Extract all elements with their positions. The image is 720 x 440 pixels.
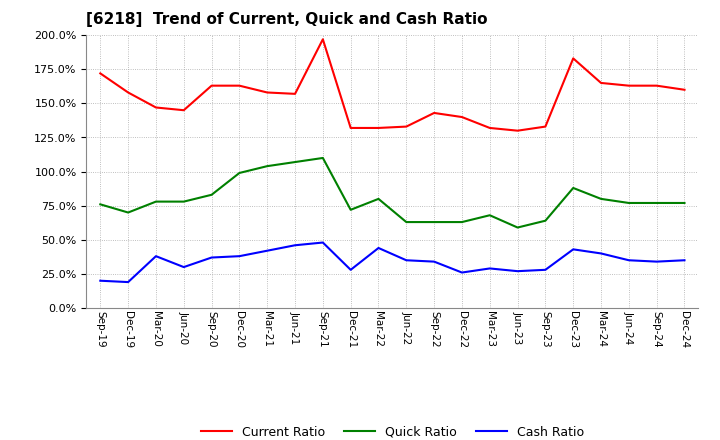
Quick Ratio — [569, 185, 577, 191]
Quick Ratio — [207, 192, 216, 198]
Cash Ratio — [291, 242, 300, 248]
Text: [6218]  Trend of Current, Quick and Cash Ratio: [6218] Trend of Current, Quick and Cash … — [86, 12, 488, 27]
Line: Current Ratio: Current Ratio — [100, 39, 685, 131]
Line: Quick Ratio: Quick Ratio — [100, 158, 685, 227]
Quick Ratio — [179, 199, 188, 204]
Cash Ratio — [346, 267, 355, 272]
Quick Ratio — [430, 220, 438, 225]
Current Ratio — [374, 125, 383, 131]
Cash Ratio — [430, 259, 438, 264]
Cash Ratio — [513, 268, 522, 274]
Quick Ratio — [541, 218, 550, 224]
Current Ratio — [430, 110, 438, 116]
Quick Ratio — [513, 225, 522, 230]
Cash Ratio — [374, 246, 383, 251]
Cash Ratio — [263, 248, 271, 253]
Cash Ratio — [541, 267, 550, 272]
Quick Ratio — [458, 220, 467, 225]
Quick Ratio — [263, 164, 271, 169]
Quick Ratio — [374, 196, 383, 202]
Cash Ratio — [152, 253, 161, 259]
Quick Ratio — [346, 207, 355, 213]
Quick Ratio — [96, 202, 104, 207]
Cash Ratio — [485, 266, 494, 271]
Current Ratio — [652, 83, 661, 88]
Current Ratio — [263, 90, 271, 95]
Quick Ratio — [318, 155, 327, 161]
Quick Ratio — [235, 170, 243, 176]
Current Ratio — [458, 114, 467, 120]
Current Ratio — [179, 107, 188, 113]
Current Ratio — [402, 124, 410, 129]
Cash Ratio — [652, 259, 661, 264]
Quick Ratio — [652, 200, 661, 205]
Cash Ratio — [597, 251, 606, 256]
Current Ratio — [513, 128, 522, 133]
Cash Ratio — [569, 247, 577, 252]
Quick Ratio — [291, 159, 300, 165]
Current Ratio — [541, 124, 550, 129]
Cash Ratio — [96, 278, 104, 283]
Line: Cash Ratio: Cash Ratio — [100, 242, 685, 282]
Quick Ratio — [124, 210, 132, 215]
Cash Ratio — [207, 255, 216, 260]
Current Ratio — [597, 80, 606, 85]
Quick Ratio — [402, 220, 410, 225]
Current Ratio — [346, 125, 355, 131]
Cash Ratio — [179, 264, 188, 270]
Current Ratio — [96, 71, 104, 76]
Quick Ratio — [680, 200, 689, 205]
Cash Ratio — [402, 258, 410, 263]
Current Ratio — [624, 83, 633, 88]
Cash Ratio — [680, 258, 689, 263]
Quick Ratio — [624, 200, 633, 205]
Quick Ratio — [152, 199, 161, 204]
Cash Ratio — [458, 270, 467, 275]
Quick Ratio — [485, 213, 494, 218]
Current Ratio — [485, 125, 494, 131]
Legend: Current Ratio, Quick Ratio, Cash Ratio: Current Ratio, Quick Ratio, Cash Ratio — [196, 421, 589, 440]
Quick Ratio — [597, 196, 606, 202]
Cash Ratio — [318, 240, 327, 245]
Current Ratio — [124, 90, 132, 95]
Cash Ratio — [124, 279, 132, 285]
Current Ratio — [569, 56, 577, 61]
Current Ratio — [680, 87, 689, 92]
Current Ratio — [318, 37, 327, 42]
Current Ratio — [235, 83, 243, 88]
Current Ratio — [152, 105, 161, 110]
Current Ratio — [207, 83, 216, 88]
Current Ratio — [291, 91, 300, 96]
Cash Ratio — [624, 258, 633, 263]
Cash Ratio — [235, 253, 243, 259]
